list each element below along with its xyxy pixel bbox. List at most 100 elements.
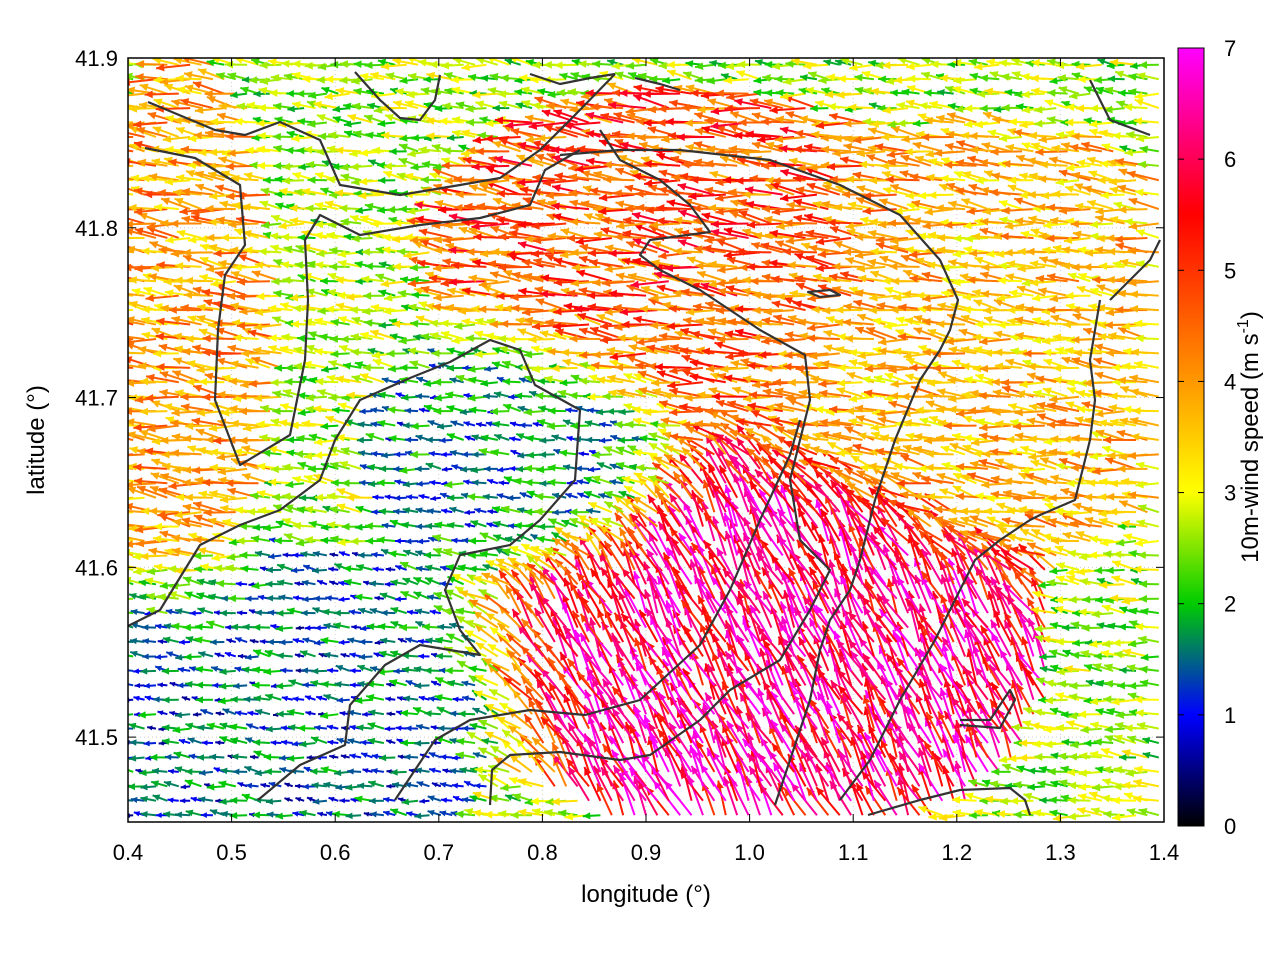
wind-vector-head bbox=[105, 522, 113, 530]
wind-vector-head bbox=[109, 531, 118, 538]
wind-vector-head bbox=[524, 714, 533, 724]
wind-vector-head bbox=[552, 712, 561, 722]
wind-vector-head bbox=[861, 771, 870, 781]
wind-vector-head bbox=[998, 755, 1008, 764]
wind-vector-head bbox=[347, 738, 355, 745]
wind-vector-head bbox=[392, 781, 400, 789]
wind-vector-head bbox=[461, 725, 469, 732]
wind-vector-head bbox=[299, 809, 308, 817]
wind-vector-head bbox=[128, 722, 137, 730]
wind-vector-head bbox=[185, 722, 194, 730]
wind-vector-head bbox=[449, 767, 457, 775]
wind-vector-head bbox=[354, 795, 363, 803]
wind-vector-head bbox=[781, 666, 790, 675]
wind-vector-head bbox=[676, 697, 686, 707]
wind-vector-head bbox=[162, 724, 170, 732]
wind-vector-head bbox=[114, 429, 123, 436]
wind-vector-head bbox=[249, 812, 255, 818]
wind-vector-head bbox=[174, 766, 183, 773]
wind-vector-head bbox=[390, 768, 398, 776]
wind-vector-head bbox=[735, 723, 744, 733]
wind-vector-head bbox=[326, 810, 333, 817]
wind-vector-head bbox=[237, 782, 244, 788]
wind-vector-head bbox=[244, 766, 252, 773]
wind-vector-head bbox=[181, 696, 188, 701]
wind-vector-head bbox=[499, 703, 509, 711]
wind-vector-head bbox=[1034, 753, 1043, 761]
wind-vector-head bbox=[1053, 814, 1062, 822]
wind-vector-head bbox=[568, 766, 576, 776]
wind-vector-head bbox=[1095, 766, 1104, 774]
wind-vector-head bbox=[161, 738, 170, 746]
wind-vector-head bbox=[276, 710, 284, 718]
wind-vector-head bbox=[327, 739, 334, 746]
wind-vector-head bbox=[1113, 765, 1123, 774]
wind-vector-head bbox=[279, 754, 286, 762]
wind-vector-head bbox=[158, 740, 164, 746]
wind-vector-head bbox=[456, 737, 465, 746]
wind-vector-head bbox=[1103, 695, 1112, 704]
wind-vector-head bbox=[508, 725, 518, 734]
wind-vector-head bbox=[1013, 810, 1022, 819]
wind-vector-head bbox=[814, 673, 822, 683]
wind-vector-head bbox=[964, 668, 973, 677]
wind-vector-head bbox=[917, 747, 926, 757]
wind-vector-head bbox=[303, 766, 311, 773]
wind-vector-head bbox=[1047, 767, 1056, 776]
wind-vector-head bbox=[544, 808, 553, 817]
wind-vector-head bbox=[568, 722, 576, 732]
wind-vector-head bbox=[658, 692, 667, 702]
wind-vector-head bbox=[201, 740, 208, 746]
wind-vector-head bbox=[899, 685, 908, 695]
wind-vector-head bbox=[129, 755, 137, 762]
wind-vector-head bbox=[643, 715, 651, 724]
wind-vector-head bbox=[1049, 707, 1059, 715]
wind-vector-head bbox=[924, 741, 932, 751]
wind-vector-head bbox=[509, 754, 519, 764]
wind-vector-head bbox=[266, 811, 274, 818]
wind-vector-head bbox=[153, 696, 160, 703]
wind-vector-head bbox=[964, 792, 974, 801]
wind-vector-head bbox=[658, 714, 667, 723]
wind-vector-head bbox=[347, 768, 354, 775]
wind-vector-head bbox=[259, 725, 266, 731]
wind-vector-head bbox=[1055, 723, 1064, 732]
wind-vector-head bbox=[427, 795, 435, 802]
wind-vector-head bbox=[592, 678, 600, 688]
wind-vector-head bbox=[99, 452, 107, 460]
wind-vector-head bbox=[816, 787, 825, 796]
wind-vector-head bbox=[490, 745, 500, 754]
wind-vector-head bbox=[384, 726, 391, 732]
wind-vector-head bbox=[746, 732, 755, 742]
wind-vector-head bbox=[1016, 765, 1025, 773]
wind-vector-head bbox=[484, 731, 494, 740]
wind-vector-head bbox=[427, 809, 435, 816]
wind-vector-head bbox=[281, 739, 288, 746]
wind-vector-head bbox=[143, 682, 150, 689]
wind-vector-head bbox=[944, 710, 953, 720]
wind-vector-head bbox=[1013, 739, 1022, 747]
wind-vector-head bbox=[455, 751, 465, 760]
wind-vector-head bbox=[566, 758, 575, 768]
wind-vector-head bbox=[1027, 767, 1036, 775]
wind-vector-head bbox=[416, 723, 423, 730]
wind-vector-head bbox=[144, 695, 152, 701]
wind-vector-head bbox=[149, 753, 158, 761]
wind-vector-head bbox=[1142, 737, 1151, 744]
wind-vector-head bbox=[712, 751, 721, 761]
wind-vector-head bbox=[113, 520, 121, 528]
wind-vector-head bbox=[459, 766, 467, 774]
wind-vector-head bbox=[326, 724, 334, 731]
wind-vector-head bbox=[802, 742, 812, 751]
wind-vector bbox=[128, 683, 134, 687]
wind-vector-head bbox=[984, 795, 994, 804]
wind-vector-head bbox=[1093, 738, 1102, 746]
wind-vector-head bbox=[179, 798, 186, 804]
wind-vector-head bbox=[474, 766, 484, 775]
wind-vector-head bbox=[429, 767, 436, 774]
wind-vector-head bbox=[140, 795, 148, 803]
wind-vector-head bbox=[558, 671, 567, 681]
wind-vector-head bbox=[1032, 809, 1042, 817]
wind-vector-head bbox=[112, 595, 120, 603]
wind-vector-head bbox=[1135, 709, 1144, 717]
